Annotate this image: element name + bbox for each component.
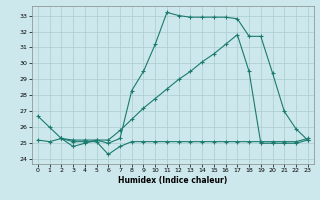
X-axis label: Humidex (Indice chaleur): Humidex (Indice chaleur) [118,176,228,185]
